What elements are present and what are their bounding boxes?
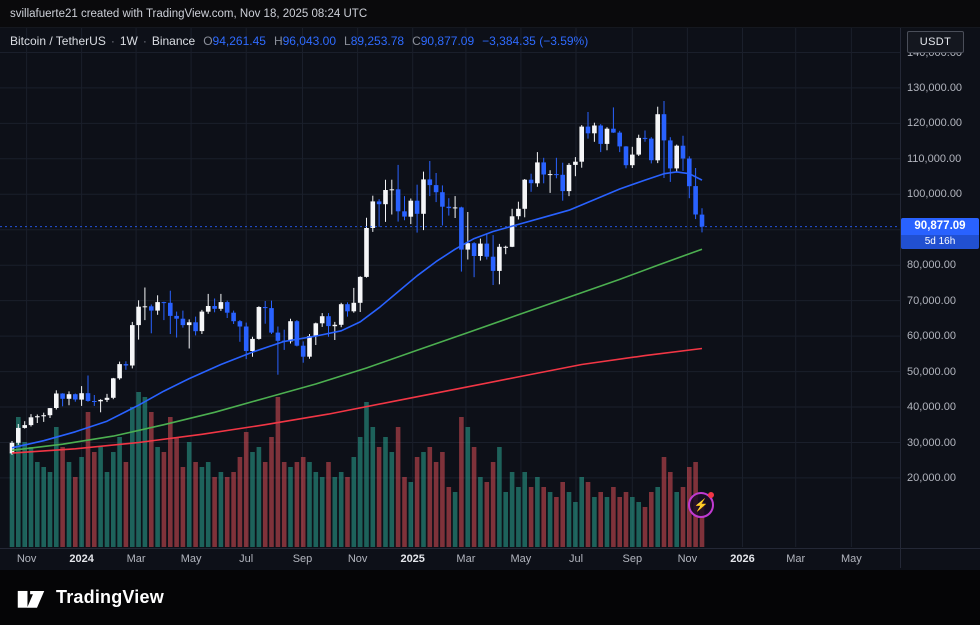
attribution-text: svillafuerte21 created with TradingView.… [10,7,368,20]
price-tick-label: 30,000.00 [907,436,956,449]
ohlc-value: 94,261.45 [212,34,266,48]
time-tick-label: Mar [786,553,806,565]
ohlc-value: 89,253.78 [350,34,405,48]
time-tick-label: May [510,553,532,565]
legend-separator: · [110,34,115,48]
bar-countdown: 5d 16h [901,234,979,249]
last-price-badge: 90,877.09 5d 16h [901,217,979,249]
footer-bar: TradingView [0,570,980,625]
time-tick-label: Sep [292,553,313,565]
change-value: −3,384.35 (−3.59%) [482,34,589,48]
tradingview-icon [17,590,45,608]
currency-usdt-button[interactable]: USDT [907,31,964,53]
time-tick-label: Mar [456,553,476,565]
time-tick-label: Nov [677,553,698,565]
attribution-bar: svillafuerte21 created with TradingView.… [0,0,980,28]
time-tick-label: Nov [16,553,37,565]
time-tick-label: May [841,553,862,565]
time-tick-label: Mar [126,553,146,565]
ohlc-key: O [203,34,213,48]
price-tick-label: 60,000.00 [907,330,956,343]
boost-button[interactable]: ⚡ [688,492,714,518]
price-tick-label: 120,000.00 [907,117,963,130]
time-tick-label: Jul [568,553,584,565]
price-tick-label: 20,000.00 [907,471,956,484]
ma-lines-layer[interactable] [11,171,703,454]
ohlc-key: L [344,34,351,48]
price-tick-label: 110,000.00 [907,152,962,165]
price-tick-label: 130,000.00 [907,81,963,94]
ma-slow-line[interactable] [11,347,703,454]
time-tick-label: Nov [347,553,368,565]
interval-label[interactable]: 1W [119,34,138,48]
ohlc-value: 96,043.00 [282,34,336,48]
ohlc-key: C [412,34,421,48]
tradingview-wordmark: TradingView [56,587,164,607]
ma-mid-line[interactable] [11,248,703,452]
price-tick-label: 80,000.00 [907,259,956,272]
ohlc-values: O94,261.45 H96,043.00 L89,253.78 C90,877.09 [195,34,474,48]
tradingview-logo[interactable]: TradingView [16,586,164,610]
ma-fast-line[interactable] [11,171,703,449]
last-price-value: 90,877.09 [914,219,966,232]
symbol-legend: Bitcoin / TetherUS · 1W · Binance O94,261.45 H… [10,34,588,48]
candles-layer[interactable] [9,101,705,455]
symbol-name[interactable]: Bitcoin / TetherUS [10,34,106,48]
time-tick-label: May [180,553,202,565]
time-tick-label: 2024 [69,553,94,565]
ohlc-value: 90,877.09 [420,34,475,48]
price-tick-label: 50,000.00 [907,365,956,378]
time-axis[interactable]: Nov 2024 Mar May Jul Sep Nov 2025 Mar May Jul Sep No… [0,548,980,568]
lightning-icon: ⚡ [693,498,709,512]
ohlc-key: H [273,34,283,48]
price-tick-label: 40,000.00 [907,401,956,413]
price-axis[interactable]: 140,000.00130,000.00120,000.00110,000.00… [900,28,980,568]
legend-separator: · [142,34,147,48]
notification-dot [708,492,714,498]
grid-layer [0,28,900,547]
time-tick-label: 2025 [400,553,425,565]
time-tick-label: 2026 [730,553,755,565]
price-tick-label: 70,000.00 [907,294,956,307]
time-tick-label: Jul [239,553,254,565]
currency-usdt-label: USDT [919,36,952,48]
time-tick-label: Sep [622,553,643,565]
volume-layer[interactable] [9,392,705,547]
price-tick-label: 100,000.00 [907,188,963,201]
price-chart[interactable] [0,28,900,548]
exchange-label[interactable]: Binance [151,34,196,48]
